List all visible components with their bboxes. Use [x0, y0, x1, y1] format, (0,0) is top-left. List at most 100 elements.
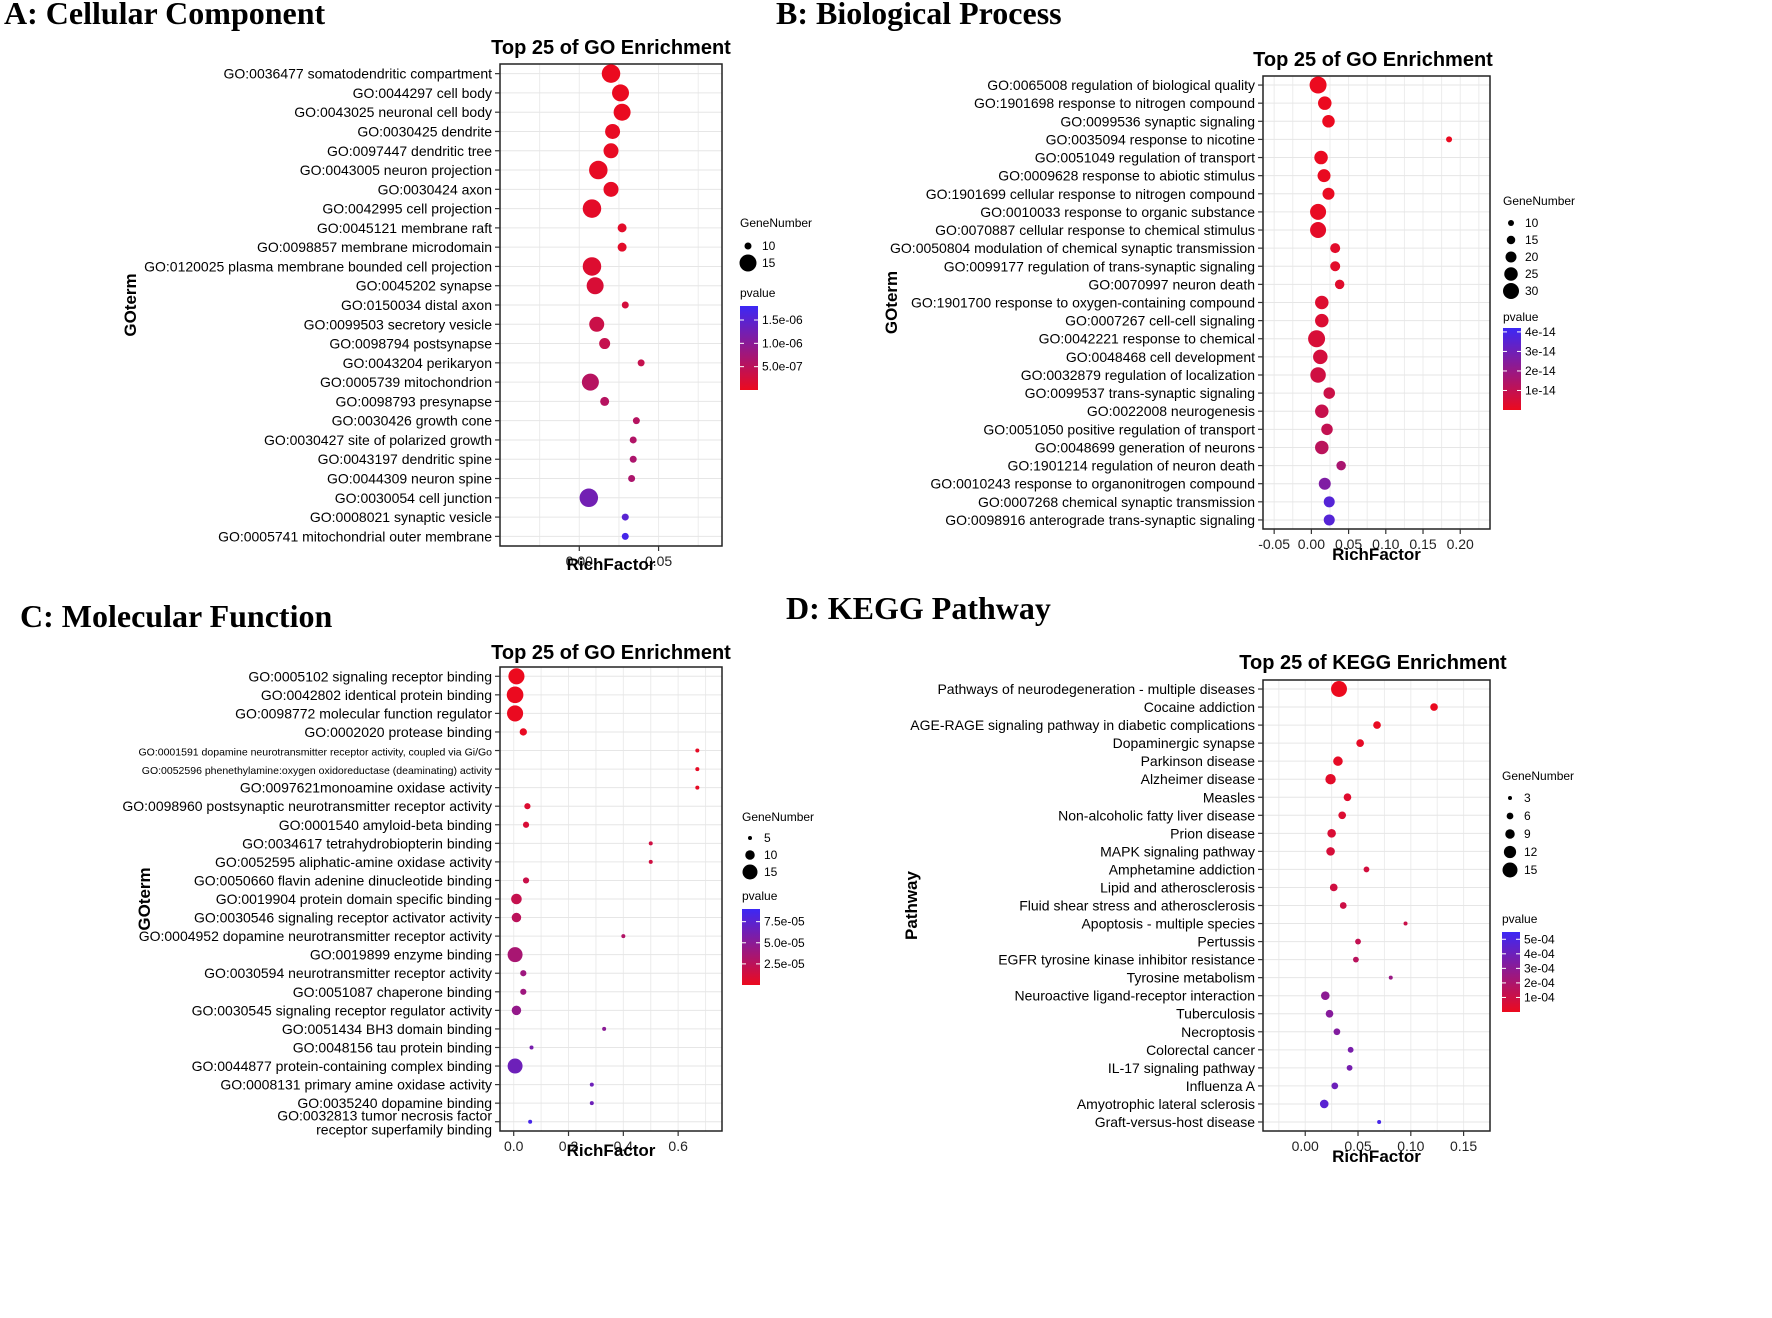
x-axis-title: RichFactor: [1332, 1147, 1421, 1166]
x-tick-label: 0.05: [1344, 1138, 1371, 1154]
panel-heading: A: Cellular Component: [4, 0, 326, 31]
data-point: [632, 417, 640, 425]
data-point: [621, 301, 629, 309]
x-tick-label: 0.05: [1335, 536, 1362, 552]
data-point: [1330, 261, 1341, 272]
size-legend-label: 30: [1525, 284, 1539, 298]
y-tick-label: EGFR tyrosine kinase inhibitor resistanc…: [998, 952, 1255, 968]
gridlines: [500, 667, 722, 1131]
y-tick-label: GO:0010243 response to organonitrogen co…: [930, 476, 1255, 492]
color-legend-title: pvalue: [1502, 912, 1538, 926]
size-legend-dot: [1502, 862, 1518, 878]
color-legend-label: 1e-14: [1525, 383, 1556, 397]
y-tick-label: GO:0030426 growth cone: [332, 413, 493, 429]
size-legend-label: 10: [762, 239, 776, 253]
color-legend-title: pvalue: [742, 889, 778, 903]
data-point: [628, 475, 636, 483]
y-tick-label: GO:0098793 presynapse: [336, 393, 493, 409]
y-tick-label: GO:0098772 molecular function regulator: [235, 705, 492, 721]
size-legend-dot: [739, 254, 757, 272]
y-tick-label: GO:1901698 response to nitrogen compound: [974, 95, 1255, 111]
size-legend-label: 15: [762, 256, 776, 270]
data-point: [1310, 203, 1327, 220]
data-point: [1309, 76, 1327, 94]
y-tick-label: GO:0099536 synaptic signaling: [1060, 113, 1255, 129]
data-point: [589, 1101, 594, 1106]
data-point: [520, 988, 527, 995]
data-point: [695, 767, 700, 772]
y-tick-label: Measles: [1203, 789, 1255, 805]
size-legend-dot: [742, 864, 758, 880]
chart-title: Top 25 of GO Enrichment: [1253, 49, 1493, 71]
x-tick-label: -0.05: [1258, 536, 1290, 552]
x-tick-label: 0.10: [1397, 1138, 1424, 1154]
y-tick-label: Fluid shear stress and atherosclerosis: [1019, 898, 1255, 914]
y-tick-label: Necroptosis: [1181, 1024, 1255, 1040]
color-legend-label: 4e-14: [1525, 325, 1556, 339]
y-tick-label: IL-17 signaling pathway: [1108, 1060, 1255, 1076]
y-tick-label: GO:0005741 mitochondrial outer membrane: [218, 528, 492, 544]
data-point: [511, 912, 522, 923]
y-tick-label: GO:1901700 response to oxygen-containing…: [911, 295, 1255, 311]
y-tick-label: GO:0036477 somatodendritic compartment: [224, 66, 493, 82]
data-point: [621, 513, 629, 521]
size-legend-label: 15: [1524, 863, 1538, 877]
x-tick-label: 0.0: [504, 1138, 524, 1154]
y-tick-label-line1: GO:0032813 tumor necrosis factor: [277, 1108, 492, 1124]
y-tick-label: GO:0051087 chaperone binding: [293, 984, 492, 1000]
y-tick-label: Tyrosine metabolism: [1127, 970, 1255, 986]
data-point: [602, 1026, 607, 1031]
data-point: [579, 488, 599, 508]
data-point: [506, 686, 524, 704]
data-point: [1308, 330, 1326, 348]
x-axis-title: RichFactor: [1332, 545, 1421, 564]
y-tick-label: GO:0120025 plasma membrane bounded cell …: [144, 258, 492, 274]
y-tick-label: GO:0035094 response to nicotine: [1046, 131, 1256, 147]
data-point: [1343, 793, 1352, 802]
data-point: [581, 373, 599, 391]
size-legend-dot: [744, 242, 752, 250]
y-tick-label: GO:0051050 positive regulation of transp…: [983, 421, 1255, 437]
data-point: [1323, 514, 1335, 526]
x-tick-label: 0.00: [1292, 1138, 1319, 1154]
size-legend-label: 15: [764, 865, 778, 879]
y-axis-title: GOterm: [882, 271, 901, 334]
data-point: [1334, 279, 1345, 290]
y-tick-label: GO:0010033 response to organic substance: [980, 204, 1255, 220]
data-point: [1446, 136, 1453, 143]
data-point: [601, 64, 621, 83]
color-legend-label: 4e-04: [1524, 947, 1555, 961]
y-tick-label: GO:0098794 postsynapse: [329, 336, 492, 352]
color-legend-label: 3e-04: [1524, 961, 1555, 975]
data-point: [582, 199, 602, 218]
size-legend-label: 6: [1524, 809, 1531, 823]
data-point: [617, 242, 627, 252]
data-point: [1310, 222, 1327, 239]
x-tick-label: 0.6: [668, 1138, 688, 1154]
x-tick-label: 0.15: [1409, 536, 1436, 552]
data-point: [1315, 404, 1329, 418]
data-point: [1325, 774, 1336, 785]
data-point: [603, 181, 619, 197]
data-point: [1430, 703, 1438, 711]
y-tick-label: GO:0098857 membrane microdomain: [257, 239, 492, 255]
x-tick-label: 0.20: [1447, 536, 1474, 552]
y-tick-label: GO:0051434 BH3 domain binding: [282, 1021, 492, 1037]
data-point: [1329, 883, 1338, 892]
data-point: [1318, 477, 1331, 490]
y-tick-label: GO:0045202 synapse: [356, 278, 492, 294]
y-tick-label: GO:0002020 protease binding: [304, 724, 492, 740]
color-legend-label: 5e-04: [1524, 932, 1555, 946]
y-tick-label: GO:0050660 flavin adenine dinucleotide b…: [194, 872, 492, 888]
data-point: [582, 257, 602, 276]
panel-heading: B: Biological Process: [776, 0, 1062, 31]
chart-title: Top 25 of GO Enrichment: [491, 642, 731, 664]
y-tick-label: Tuberculosis: [1176, 1006, 1255, 1022]
y-tick-label: Dopaminergic synapse: [1113, 735, 1256, 751]
color-legend-label: 3e-14: [1525, 344, 1556, 358]
x-tick-label: 0.05: [645, 553, 672, 569]
data-point: [1373, 721, 1381, 729]
y-tick-label: GO:0070887 cellular response to chemical…: [935, 222, 1255, 238]
y-tick-label: GO:0022008 neurogenesis: [1087, 403, 1255, 419]
data-point: [1331, 681, 1347, 697]
